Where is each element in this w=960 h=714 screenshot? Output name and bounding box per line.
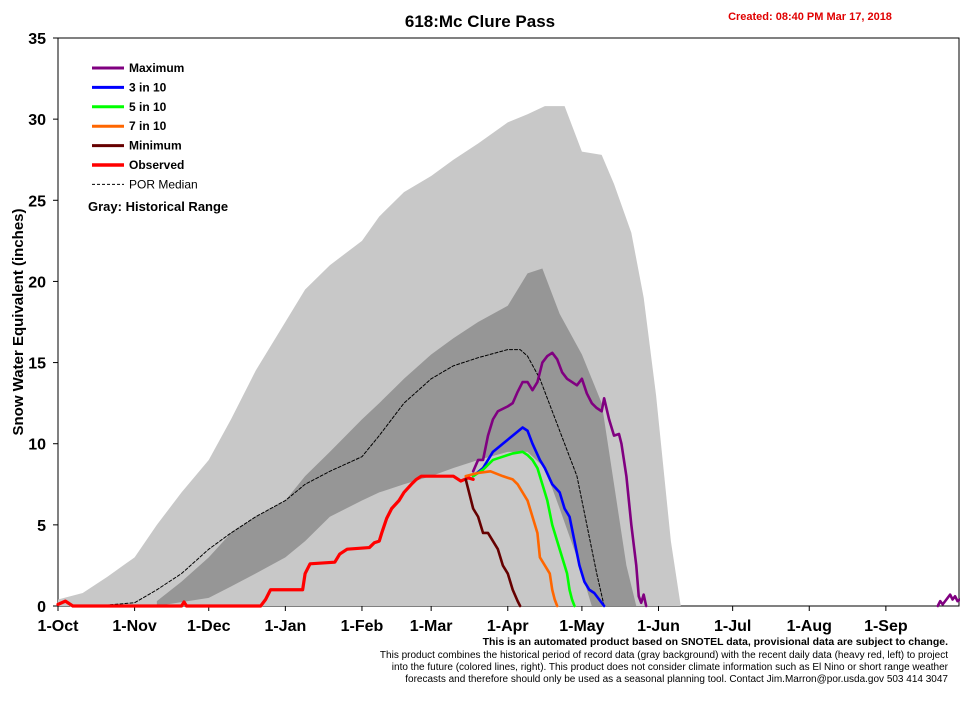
x-tick-label-1-apr: 1-Apr — [487, 618, 529, 635]
legend-box — [78, 58, 242, 218]
legend-label-7-in-10: 7 in 10 — [129, 119, 167, 133]
series-minimum-line — [464, 478, 522, 608]
series-maximum-late-line — [936, 593, 960, 608]
series-maximum-line — [471, 351, 648, 608]
footer-line-1: This is an automated product based on SN… — [482, 636, 948, 648]
legend-label-por-median: POR Median — [129, 177, 198, 191]
chart-title: 618:Mc Clure Pass — [405, 12, 555, 31]
y-tick-label-25: 25 — [28, 193, 46, 210]
footer-line-2: This product combines the historical per… — [379, 650, 948, 661]
legend-label-maximum: Maximum — [129, 61, 184, 75]
y-tick-label-0: 0 — [37, 599, 46, 616]
x-tick-label-1-mar: 1-Mar — [410, 618, 453, 635]
x-tick-label-1-may: 1-May — [559, 618, 604, 635]
series-3-in-10-line — [471, 426, 606, 608]
y-tick-label-30: 30 — [28, 112, 46, 129]
y-tick-label-5: 5 — [37, 518, 46, 535]
x-tick-label-1-nov: 1-Nov — [112, 618, 157, 635]
footer-line-3: into the future (colored lines, right). … — [391, 662, 948, 673]
y-tick-label-35: 35 — [28, 31, 46, 48]
y-tick-label-20: 20 — [28, 274, 46, 291]
y-tick-label-10: 10 — [28, 437, 46, 454]
inner-range-band — [156, 268, 637, 606]
legend-label-3-in-10: 3 in 10 — [129, 80, 167, 94]
series-5-in-10-line — [471, 450, 576, 608]
series-observed-line — [56, 474, 475, 608]
footer-line-4: forecasts and therefore should only be u… — [405, 674, 948, 685]
x-tick-label-1-dec: 1-Dec — [187, 618, 231, 635]
x-tick-label-1-jun: 1-Jun — [637, 618, 680, 635]
legend-label-observed: Observed — [129, 158, 184, 172]
x-tick-label-1-jan: 1-Jan — [264, 618, 306, 635]
y-axis-label: Snow Water Equivalent (inches) — [10, 209, 27, 436]
x-tick-label-1-feb: 1-Feb — [341, 618, 384, 635]
x-tick-label-1-sep: 1-Sep — [864, 618, 908, 635]
legend-label-minimum: Minimum — [129, 139, 182, 153]
historical-range-band — [58, 106, 681, 606]
legend-note: Gray: Historical Range — [88, 199, 228, 214]
x-tick-label-1-jul: 1-Jul — [714, 618, 751, 635]
series-7-in-10-line — [464, 470, 559, 608]
y-tick-label-15: 15 — [28, 356, 46, 373]
swe-chart: 0 5 10 15 20 25 30 35 1-Oct 1-Nov 1-Dec 1-Jan 1-Feb 1… — [10, 11, 960, 635]
legend-label-5-in-10: 5 in 10 — [129, 100, 167, 114]
created-label: Created: 08:40 PM Mar 17, 2018 — [728, 11, 892, 23]
series-por-median-line — [94, 349, 605, 607]
x-tick-label-1-oct: 1-Oct — [38, 618, 80, 635]
x-tick-label-1-aug: 1-Aug — [787, 618, 832, 635]
